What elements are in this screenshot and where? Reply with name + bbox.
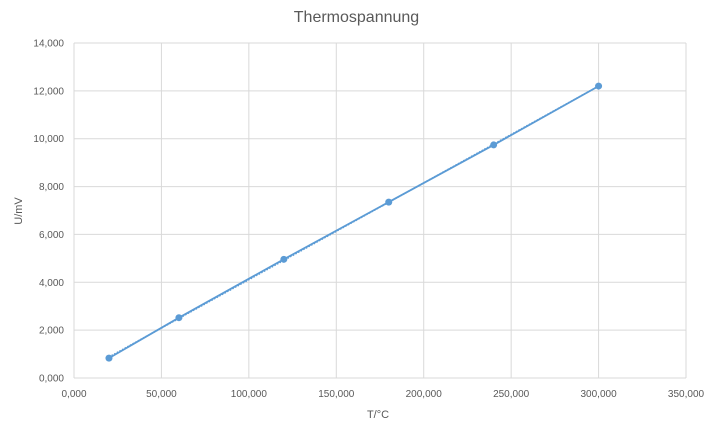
- series-group: [105, 82, 603, 362]
- x-axis-ticks: 0,000 50,000 100,000 150,000 200,000 250,000 3…: [61, 389, 704, 400]
- data-point: [280, 255, 288, 263]
- y-tick-label: 4,000: [39, 278, 64, 289]
- series-line: [108, 85, 600, 359]
- y-tick-label: 0,000: [39, 374, 64, 385]
- x-tick-label: 50,000: [146, 389, 177, 400]
- y-tick-label: 2,000: [39, 326, 64, 337]
- x-tick-label: 350,000: [668, 389, 705, 400]
- y-axis-title: U/mV: [13, 197, 25, 225]
- x-tick-label: 0,000: [61, 389, 86, 400]
- x-tick-label: 250,000: [493, 389, 530, 400]
- y-tick-label: 6,000: [39, 230, 64, 241]
- x-axis-title: T/°C: [367, 409, 389, 421]
- data-point: [490, 141, 498, 149]
- data-point: [595, 82, 603, 90]
- chart-title: Thermospannung: [294, 9, 419, 26]
- x-tick-label: 200,000: [406, 389, 443, 400]
- grid: [73, 42, 687, 379]
- y-axis-ticks: 0,000 2,000 4,000 6,000 8,000 10,000 12,000 14,…: [33, 39, 64, 385]
- x-tick-label: 300,000: [580, 389, 617, 400]
- data-point: [175, 314, 183, 322]
- data-point: [385, 198, 393, 206]
- x-tick-label: 100,000: [231, 389, 268, 400]
- x-tick-label: 150,000: [318, 389, 355, 400]
- y-tick-label: 14,000: [33, 39, 64, 50]
- y-tick-label: 12,000: [33, 86, 64, 97]
- data-point: [105, 354, 113, 362]
- y-tick-label: 8,000: [39, 182, 64, 193]
- y-tick-label: 10,000: [33, 134, 64, 145]
